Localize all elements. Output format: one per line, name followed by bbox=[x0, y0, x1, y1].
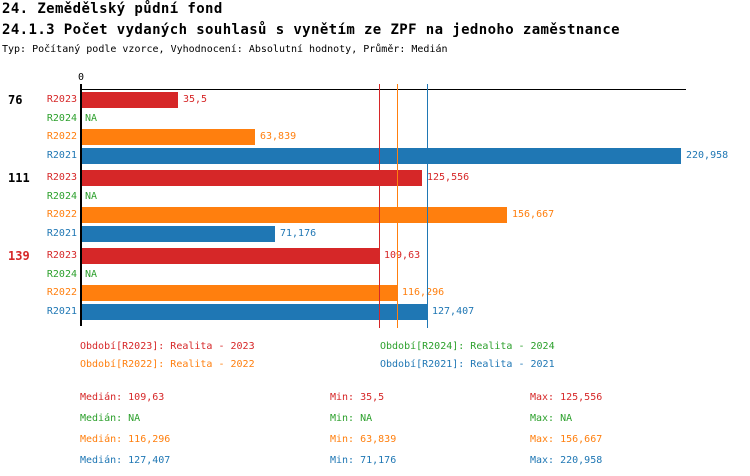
series-label-r2023: R2023 bbox=[46, 250, 77, 261]
series-label-r2024: R2024 bbox=[46, 113, 77, 124]
stat-median: Medián: 127,407 bbox=[80, 455, 171, 466]
median-line-r2022 bbox=[397, 84, 398, 328]
bar-r2021 bbox=[82, 304, 427, 320]
report-title: 24. Zemědělský půdní fond bbox=[2, 1, 223, 17]
series-label-r2022: R2022 bbox=[46, 209, 77, 220]
series-label-r2021: R2021 bbox=[46, 306, 77, 317]
stat-median: Medián: 116,296 bbox=[80, 434, 171, 445]
legend-item-r2024: Období[R2024]: Realita - 2024 bbox=[380, 341, 555, 352]
bar-value-label: NA bbox=[85, 113, 98, 124]
stat-median: Medián: NA bbox=[80, 413, 141, 424]
bar-r2021 bbox=[82, 226, 275, 242]
bar-value-label: 63,839 bbox=[260, 131, 297, 142]
report-meta: Typ: Počítaný podle vzorce, Vyhodnocení:… bbox=[2, 44, 448, 55]
group-label: 76 bbox=[8, 93, 23, 107]
stat-min: Min: 63,839 bbox=[330, 434, 397, 445]
y-axis-line bbox=[80, 84, 82, 326]
bar-r2022 bbox=[82, 129, 255, 145]
stat-min: Min: NA bbox=[330, 413, 373, 424]
median-line-r2021 bbox=[427, 84, 428, 328]
series-label-r2024: R2024 bbox=[46, 191, 77, 202]
bar-value-label: 125,556 bbox=[427, 172, 470, 183]
bar-value-label: 156,667 bbox=[512, 209, 555, 220]
series-label-r2021: R2021 bbox=[46, 150, 77, 161]
x-axis-line bbox=[81, 89, 686, 90]
group-label: 111 bbox=[8, 171, 30, 185]
stat-min: Min: 35,5 bbox=[330, 392, 385, 403]
stat-median: Medián: 109,63 bbox=[80, 392, 165, 403]
series-label-r2022: R2022 bbox=[46, 287, 77, 298]
bar-value-label: NA bbox=[85, 269, 98, 280]
stat-min: Min: 71,176 bbox=[330, 455, 397, 466]
series-label-r2024: R2024 bbox=[46, 269, 77, 280]
bar-r2023 bbox=[82, 92, 178, 108]
report-subtitle: 24.1.3 Počet vydaných souhlasů s vynětím… bbox=[2, 22, 621, 38]
stat-max: Max: 220,958 bbox=[530, 455, 603, 466]
stat-max: Max: NA bbox=[530, 413, 573, 424]
legend-item-r2022: Období[R2022]: Realita - 2022 bbox=[80, 359, 255, 370]
series-label-r2023: R2023 bbox=[46, 94, 77, 105]
legend-item-r2021: Období[R2021]: Realita - 2021 bbox=[380, 359, 555, 370]
bar-r2023 bbox=[82, 170, 422, 186]
bar-value-label: NA bbox=[85, 191, 98, 202]
legend-item-r2023: Období[R2023]: Realita - 2023 bbox=[80, 341, 255, 352]
x-axis-zero-tick-label: 0 bbox=[77, 72, 85, 83]
series-label-r2023: R2023 bbox=[46, 172, 77, 183]
bar-value-label: 109,63 bbox=[384, 250, 421, 261]
stat-max: Max: 125,556 bbox=[530, 392, 603, 403]
bar-r2021 bbox=[82, 148, 681, 164]
group-label: 139 bbox=[8, 249, 30, 263]
bar-value-label: 220,958 bbox=[686, 150, 729, 161]
series-label-r2021: R2021 bbox=[46, 228, 77, 239]
bar-value-label: 116,296 bbox=[402, 287, 445, 298]
bar-value-label: 71,176 bbox=[280, 228, 317, 239]
stat-max: Max: 156,667 bbox=[530, 434, 603, 445]
median-line-r2023 bbox=[379, 84, 380, 328]
bar-value-label: 35,5 bbox=[183, 94, 208, 105]
series-label-r2022: R2022 bbox=[46, 131, 77, 142]
bar-r2022 bbox=[82, 285, 397, 301]
bar-value-label: 127,407 bbox=[432, 306, 475, 317]
bar-r2023 bbox=[82, 248, 379, 264]
bar-r2022 bbox=[82, 207, 507, 223]
